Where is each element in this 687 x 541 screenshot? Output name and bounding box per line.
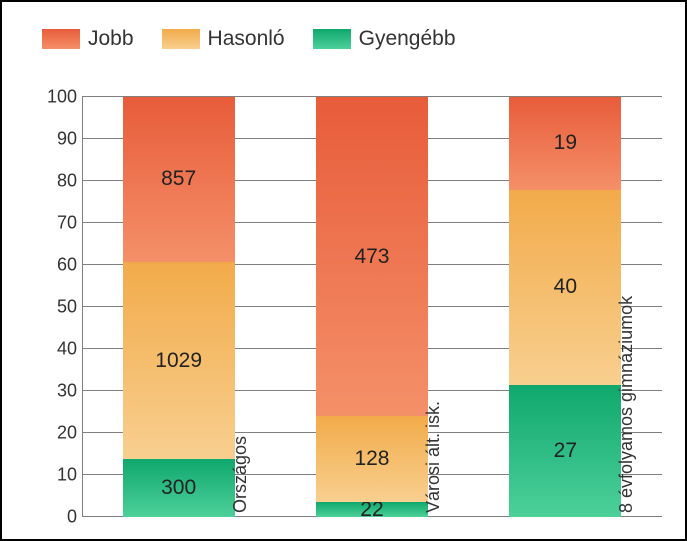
legend-label: Gyengébb	[359, 27, 456, 51]
bar-segment-gyengébb: 27	[509, 385, 621, 517]
bar-segment-jobb: 857	[123, 97, 235, 262]
legend-swatch-jobb	[42, 29, 80, 49]
legend: Jobb Hasonló Gyengébb	[42, 27, 456, 51]
y-tick-label: 100	[32, 87, 77, 108]
bar-segment-gyengébb: 300	[123, 459, 235, 517]
y-tick-label: 70	[32, 213, 77, 234]
bar: 3001029857	[123, 97, 235, 517]
legend-label: Jobb	[88, 27, 134, 51]
y-axis: 0102030405060708090100	[32, 97, 77, 517]
chart-frame: Jobb Hasonló Gyengébb 0 10 20 30 40 50 60 70 80 9…	[0, 0, 687, 541]
plot-area: 3001029857Országos22128473Városi ált. is…	[82, 97, 662, 517]
legend-item-jobb: Jobb	[42, 27, 134, 51]
y-tick-label: 50	[32, 297, 77, 318]
y-tick-label: 60	[32, 255, 77, 276]
y-tick-label: 40	[32, 339, 77, 360]
legend-swatch-gyengebb	[313, 29, 351, 49]
bar-segment-hasonló: 1029	[123, 262, 235, 460]
bar-segment-gyengébb: 22	[316, 502, 428, 517]
bar-segment-jobb: 19	[509, 97, 621, 190]
y-tick-label: 20	[32, 423, 77, 444]
legend-item-gyengebb: Gyengébb	[313, 27, 456, 51]
category-label: Országos	[230, 436, 251, 513]
y-tick-label: 80	[32, 171, 77, 192]
y-tick-label: 0	[32, 507, 77, 528]
bar-segment-hasonló: 128	[316, 416, 428, 502]
bar-segment-hasonló: 40	[509, 190, 621, 385]
category-label: Városi ált. isk.	[423, 401, 444, 513]
bar: 22128473	[316, 97, 428, 517]
bar: 274019	[509, 97, 621, 517]
y-axis-line	[82, 97, 83, 517]
y-tick-label: 10	[32, 465, 77, 486]
legend-item-hasonlo: Hasonló	[162, 27, 285, 51]
legend-label: Hasonló	[208, 27, 285, 51]
y-tick-label: 90	[32, 129, 77, 150]
category-label: 8 évfolyamos gimnáziumok	[616, 296, 637, 513]
legend-swatch-hasonlo	[162, 29, 200, 49]
y-tick-label: 30	[32, 381, 77, 402]
bar-segment-jobb: 473	[316, 97, 428, 416]
